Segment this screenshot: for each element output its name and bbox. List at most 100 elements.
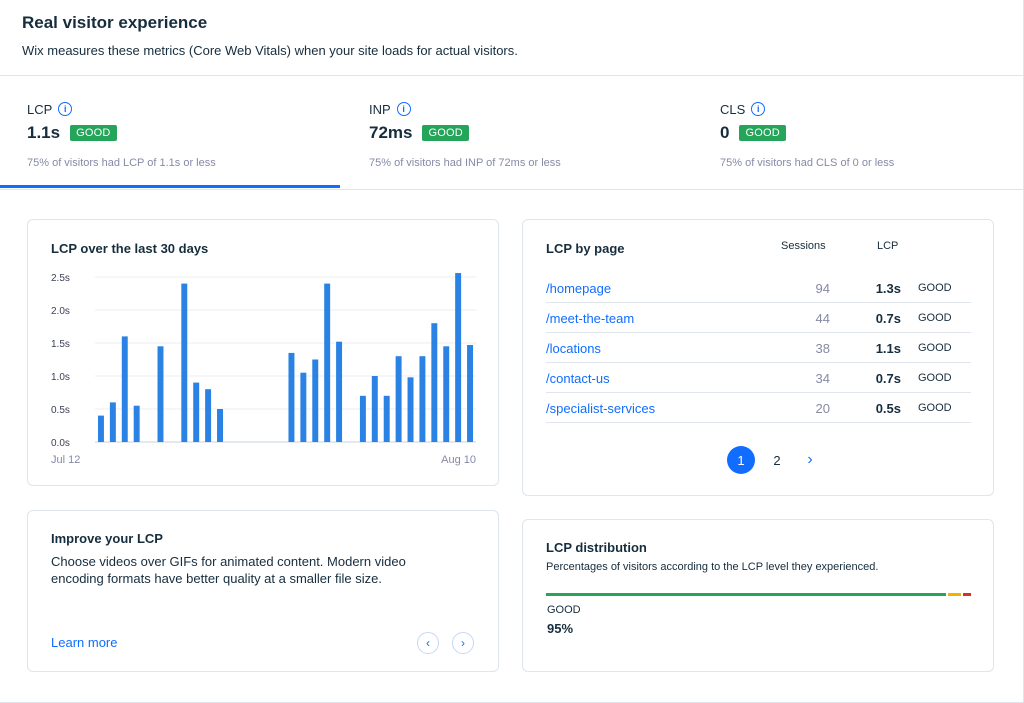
sessions-value: 20 (815, 401, 830, 416)
y-tick-label: 2.5s (51, 273, 70, 284)
status-label: GOOD (918, 342, 952, 354)
chart-bar[interactable] (395, 356, 402, 442)
lcp-by-page-card: LCP by page Sessions LCP /homepage 94 1.… (522, 219, 994, 496)
chart-bar[interactable] (443, 346, 450, 442)
metric-value: 1.1s (27, 123, 61, 142)
status-badge: GOOD (739, 125, 786, 141)
improve-text: Choose videos over GIFs for animated con… (51, 554, 406, 586)
chart-bar[interactable] (193, 382, 200, 442)
chart-bar[interactable] (288, 352, 295, 442)
chart-bar[interactable] (407, 377, 414, 442)
status-label: GOOD (918, 402, 952, 414)
chart-bar[interactable] (455, 273, 462, 442)
improve-lcp-card: Improve your LCP Choose videos over GIFs… (27, 510, 499, 672)
status-label: GOOD (918, 372, 952, 384)
distribution-bar (546, 593, 971, 596)
chart-bar[interactable] (312, 359, 319, 443)
distribution-good-segment (546, 593, 946, 596)
chart-bar[interactable] (205, 389, 212, 442)
status-badge: GOOD (70, 125, 117, 141)
pagination-page-2[interactable]: 2 (773, 452, 781, 468)
chart-bar[interactable] (300, 372, 307, 442)
y-tick-label: 1.0s (51, 372, 70, 383)
y-tick-label: 0.0s (51, 438, 70, 449)
tab-cls[interactable]: CLS i 0 GOOD 75% of visitors had CLS of 0 … (720, 77, 1020, 189)
page-subtitle: Wix measures these metrics (Core Web Vit… (22, 43, 518, 58)
metric-name: INP (369, 101, 391, 117)
tab-inp[interactable]: INP i 72ms GOOD 75% of visitors had INP of… (369, 77, 689, 189)
tab-lcp[interactable]: LCP i 1.1s GOOD 75% of visitors had LCP of… (27, 77, 337, 189)
distribution-title: LCP distribution (546, 540, 647, 555)
table-row: /specialist-services 20 0.5s GOOD (546, 393, 971, 423)
y-tick-label: 0.5s (51, 405, 70, 416)
chart-bar[interactable] (419, 356, 426, 442)
chart-bar[interactable] (133, 405, 140, 442)
learn-more-link[interactable]: Learn more (51, 635, 118, 650)
chart-bar[interactable] (371, 376, 378, 442)
distribution-needs-improvement-segment (947, 593, 961, 596)
page-link[interactable]: /homepage (546, 281, 612, 296)
metric-value: 72ms (369, 123, 413, 142)
status-label: GOOD (918, 312, 952, 324)
page-link[interactable]: /locations (546, 341, 601, 356)
lcp-bar-chart: 0.0s 0.5s 1.0s 1.5s 2.0s 2.5s Jul 12 Aug 10 (51, 273, 476, 466)
status-badge: GOOD (422, 125, 469, 141)
chart-bar[interactable] (359, 395, 366, 442)
pagination-page-1[interactable]: 1 (727, 446, 755, 474)
lcp-distribution-card: LCP distribution Percentages of visitors… (522, 519, 994, 672)
table-row: /contact-us 34 0.7s GOOD (546, 363, 971, 393)
sessions-value: 38 (815, 341, 830, 356)
page-title: Real visitor experience (22, 13, 208, 32)
y-tick-label: 1.5s (51, 339, 70, 350)
distribution-percent: 95% (547, 621, 574, 636)
lcp-value: 0.7s (875, 371, 901, 386)
chevron-right-icon[interactable]: › (452, 632, 474, 654)
metric-value: 0 (720, 123, 730, 142)
info-icon[interactable]: i (396, 102, 411, 116)
distribution-poor-segment (962, 593, 971, 596)
chart-bar[interactable] (121, 336, 128, 442)
pagination-next-icon[interactable]: › (807, 451, 813, 468)
chart-bar[interactable] (467, 344, 474, 442)
y-tick-label: 2.0s (51, 306, 70, 317)
lcp-value: 0.5s (875, 401, 901, 416)
lcp-chart-card: LCP over the last 30 days 0.0s 0.5s 1.0s 1.… (27, 219, 499, 486)
page-link[interactable]: /specialist-services (546, 401, 656, 416)
chart-title: LCP over the last 30 days (51, 241, 209, 256)
metric-description: 75% of visitors had LCP of 1.1s or less (27, 157, 216, 169)
metric-name: LCP (27, 101, 53, 117)
improve-title: Improve your LCP (51, 531, 163, 546)
lcp-value: 0.7s (875, 311, 901, 326)
chart-bar[interactable] (109, 402, 116, 442)
metric-description: 75% of visitors had INP of 72ms or less (369, 157, 561, 169)
table-row: /meet-the-team 44 0.7s GOOD (546, 303, 971, 333)
chart-bar[interactable] (217, 409, 223, 442)
chart-bar[interactable] (324, 283, 331, 442)
lcp-column-header: LCP (877, 240, 899, 252)
page-link[interactable]: /contact-us (546, 371, 610, 386)
chart-bar[interactable] (431, 323, 438, 442)
chart-bar[interactable] (336, 341, 343, 442)
table-row: /locations 38 1.1s GOOD (546, 333, 971, 363)
status-label: GOOD (918, 282, 952, 294)
chart-bar[interactable] (383, 395, 390, 442)
by-page-title: LCP by page (546, 241, 625, 256)
chart-bar[interactable] (157, 346, 164, 442)
x-start-label: Jul 12 (51, 454, 80, 466)
sessions-value: 34 (815, 371, 830, 386)
page-header: Real visitor experience Wix measures the… (0, 0, 1023, 76)
chart-bar[interactable] (97, 415, 104, 442)
metric-name: CLS (720, 101, 746, 117)
distribution-label: GOOD (547, 604, 581, 616)
active-tab-indicator (0, 185, 340, 188)
lcp-value: 1.1s (875, 341, 901, 356)
info-icon[interactable]: i (58, 102, 73, 116)
sessions-value: 44 (815, 311, 830, 326)
info-icon[interactable]: i (751, 102, 766, 116)
page-link[interactable]: /meet-the-team (546, 311, 635, 326)
lcp-value: 1.3s (875, 281, 901, 296)
sessions-column-header: Sessions (781, 240, 826, 252)
metrics-tabs: LCP i 1.1s GOOD 75% of visitors had LCP of… (0, 77, 1023, 190)
chart-bar[interactable] (181, 283, 188, 442)
chevron-left-icon[interactable]: ‹ (417, 632, 439, 654)
